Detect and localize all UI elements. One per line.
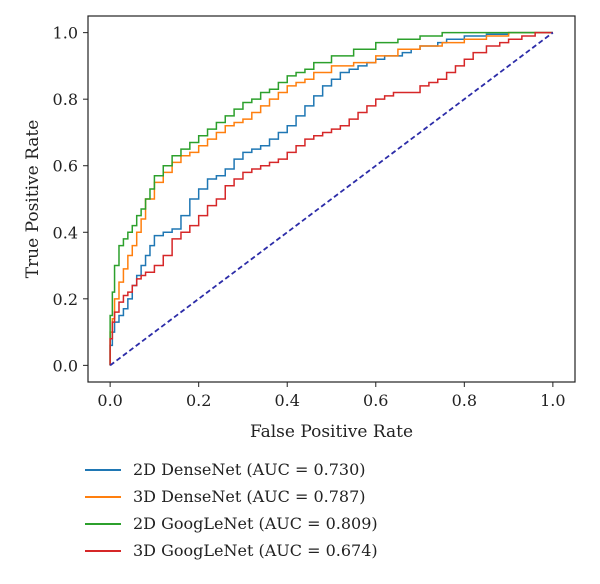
chance-diagonal-line <box>109 31 554 367</box>
legend-swatch <box>85 549 121 552</box>
legend-item: 2D DenseNet (AUC = 0.730) <box>85 456 378 483</box>
plot-frame <box>87 15 576 383</box>
legend-label: 2D DenseNet (AUC = 0.730) <box>133 460 366 479</box>
y-tick-label: 0.6 <box>53 157 78 176</box>
legend-label: 2D GoogLeNet (AUC = 0.809) <box>133 514 378 533</box>
x-tick-label: 0.6 <box>363 391 388 410</box>
legend-label: 3D GoogLeNet (AUC = 0.674) <box>133 541 378 560</box>
y-tick-label: 0.0 <box>53 356 78 375</box>
series-line-3 <box>109 31 553 366</box>
legend-item: 3D DenseNet (AUC = 0.787) <box>85 483 378 510</box>
y-tick-label: 0.4 <box>53 223 78 242</box>
y-tick-label: 0.2 <box>53 290 78 309</box>
legend-swatch <box>85 522 121 525</box>
chart-legend: 2D DenseNet (AUC = 0.730) 3D DenseNet (AU… <box>85 456 378 564</box>
x-tick-label: 0.2 <box>186 391 211 410</box>
legend-item: 2D GoogLeNet (AUC = 0.809) <box>85 510 378 537</box>
x-tick-label: 0.4 <box>275 391 300 410</box>
roc-chart: 0.0 0.2 0.4 0.6 0.8 1.0 0.0 0.2 0.4 0.6 0.8 1.0 Fa… <box>23 15 576 442</box>
legend-item: 3D GoogLeNet (AUC = 0.674) <box>85 537 378 564</box>
series-layer <box>109 31 554 367</box>
x-axis-label: False Positive Rate <box>250 422 413 442</box>
legend-label: 3D DenseNet (AUC = 0.787) <box>133 487 366 506</box>
legend-swatch <box>85 468 121 471</box>
x-tick-label: 1.0 <box>540 391 565 410</box>
x-axis-ticks: 0.0 0.2 0.4 0.6 0.8 1.0 <box>97 382 566 410</box>
x-tick-label: 0.0 <box>97 391 122 410</box>
y-tick-label: 0.8 <box>53 90 78 109</box>
y-tick-label: 1.0 <box>53 24 78 43</box>
y-axis-ticks: 0.0 0.2 0.4 0.6 0.8 1.0 <box>53 24 88 375</box>
series-line-2 <box>109 31 553 366</box>
y-axis-label: True Positive Rate <box>23 120 43 279</box>
x-tick-label: 0.8 <box>452 391 477 410</box>
legend-swatch <box>85 495 121 498</box>
series-line-4 <box>109 31 553 366</box>
